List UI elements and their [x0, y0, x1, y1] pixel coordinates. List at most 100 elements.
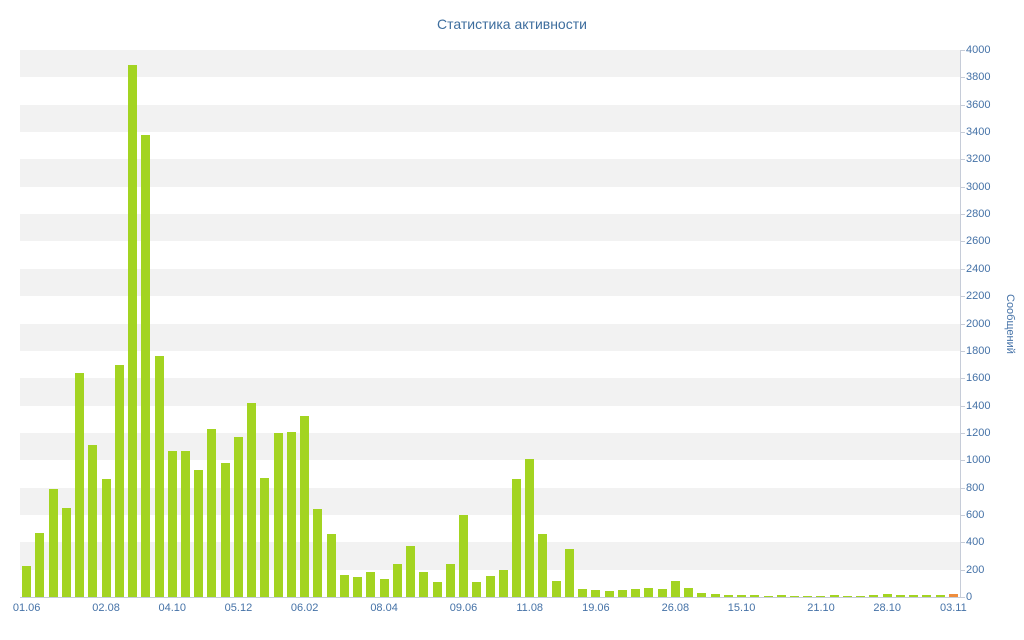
bar[interactable] [326, 534, 336, 597]
bar[interactable] [538, 534, 548, 597]
y-axis-tick [961, 405, 965, 407]
bar[interactable] [48, 489, 58, 597]
bar[interactable] [710, 594, 720, 597]
bar[interactable] [591, 590, 601, 597]
bar[interactable] [61, 508, 71, 597]
bar[interactable] [882, 594, 892, 597]
y-axis-tick [961, 487, 965, 489]
bar[interactable] [128, 65, 138, 597]
bar[interactable] [207, 429, 217, 597]
bar[interactable] [35, 533, 45, 597]
x-axis-tick-label: 05.12 [224, 602, 253, 614]
bar[interactable] [525, 459, 535, 597]
bar[interactable] [498, 570, 508, 597]
bar[interactable] [445, 564, 455, 597]
bar[interactable] [472, 582, 482, 597]
bar[interactable] [459, 515, 469, 597]
bar[interactable] [551, 581, 561, 597]
x-axis-tick-label: 08.04 [370, 602, 398, 614]
bar[interactable] [353, 577, 363, 597]
grid-band [20, 104, 960, 133]
bar[interactable] [578, 589, 588, 597]
y-axis-tick [961, 296, 965, 298]
bar[interactable] [604, 591, 614, 597]
y-axis-title-wrap: Сообщений [1002, 50, 1018, 597]
bar[interactable] [432, 582, 442, 597]
y-axis-tick [961, 597, 965, 598]
bar[interactable] [723, 595, 733, 597]
bar[interactable] [922, 595, 932, 597]
bar[interactable] [260, 478, 270, 597]
bar[interactable] [909, 595, 919, 597]
bar[interactable] [803, 596, 813, 597]
y-axis-tick [961, 77, 965, 79]
bar[interactable] [406, 546, 416, 597]
y-axis-tick [961, 542, 965, 544]
bar[interactable] [644, 588, 654, 597]
bar[interactable] [511, 479, 521, 597]
bar[interactable] [167, 451, 177, 597]
bar[interactable] [617, 590, 627, 597]
bar[interactable] [763, 596, 773, 597]
bar[interactable] [300, 416, 310, 597]
x-axis-tick-label: 06.02 [290, 602, 319, 614]
y-axis-tick [961, 323, 965, 325]
y-axis-tick-label: 1200 [966, 426, 991, 439]
y-axis-tick-label: 400 [966, 536, 985, 549]
y-axis-tick [961, 186, 965, 188]
bar[interactable] [273, 433, 283, 597]
bar[interactable] [392, 564, 402, 597]
bar[interactable] [154, 356, 164, 597]
bar[interactable] [22, 566, 32, 597]
bar[interactable] [737, 595, 747, 597]
grid-band [20, 378, 960, 406]
bar[interactable] [895, 595, 905, 597]
bar[interactable] [684, 588, 694, 597]
bar[interactable] [485, 576, 495, 597]
bar[interactable] [194, 470, 204, 597]
bar[interactable] [180, 451, 190, 597]
bar[interactable] [670, 581, 680, 597]
bar[interactable] [842, 596, 852, 597]
bar[interactable] [141, 135, 151, 597]
bar[interactable] [313, 509, 323, 597]
bar[interactable] [247, 403, 257, 597]
bar[interactable] [856, 596, 866, 597]
bar[interactable] [419, 572, 429, 597]
bar[interactable] [750, 595, 760, 597]
bar[interactable] [233, 437, 243, 597]
bar[interactable] [631, 589, 641, 597]
bar[interactable] [286, 432, 296, 597]
bar[interactable] [101, 479, 111, 597]
bar[interactable] [366, 572, 376, 597]
bar[interactable] [564, 549, 574, 597]
bar[interactable] [379, 579, 389, 597]
bar[interactable] [935, 595, 945, 597]
bar[interactable] [657, 589, 667, 597]
y-axis-tick [961, 104, 965, 106]
y-axis-tick-label: 4000 [966, 44, 991, 56]
bar[interactable] [75, 373, 85, 597]
bar[interactable] [88, 445, 98, 597]
y-axis-tick [961, 132, 965, 134]
chart-title: Статистика активности [437, 16, 587, 32]
y-axis-tick [961, 268, 965, 270]
bar[interactable] [829, 595, 839, 597]
bar[interactable] [776, 595, 786, 597]
y-axis-tick [961, 214, 965, 216]
bar[interactable] [869, 595, 879, 597]
y-axis-tick-label: 2600 [966, 235, 991, 248]
bar[interactable] [220, 463, 230, 597]
y-axis-tick [961, 514, 965, 516]
y-axis-tick [961, 50, 965, 51]
bar[interactable] [697, 593, 707, 597]
x-axis-tick-label: 19.06 [582, 602, 610, 614]
bar[interactable] [816, 596, 826, 597]
y-axis-title: Сообщений [1004, 293, 1016, 354]
y-axis-tick-label: 800 [966, 481, 985, 494]
y-axis-tick-label: 3600 [966, 98, 991, 111]
bar[interactable] [790, 596, 799, 597]
bar[interactable] [339, 575, 349, 597]
bar[interactable] [114, 365, 124, 597]
bar[interactable] [948, 594, 958, 597]
